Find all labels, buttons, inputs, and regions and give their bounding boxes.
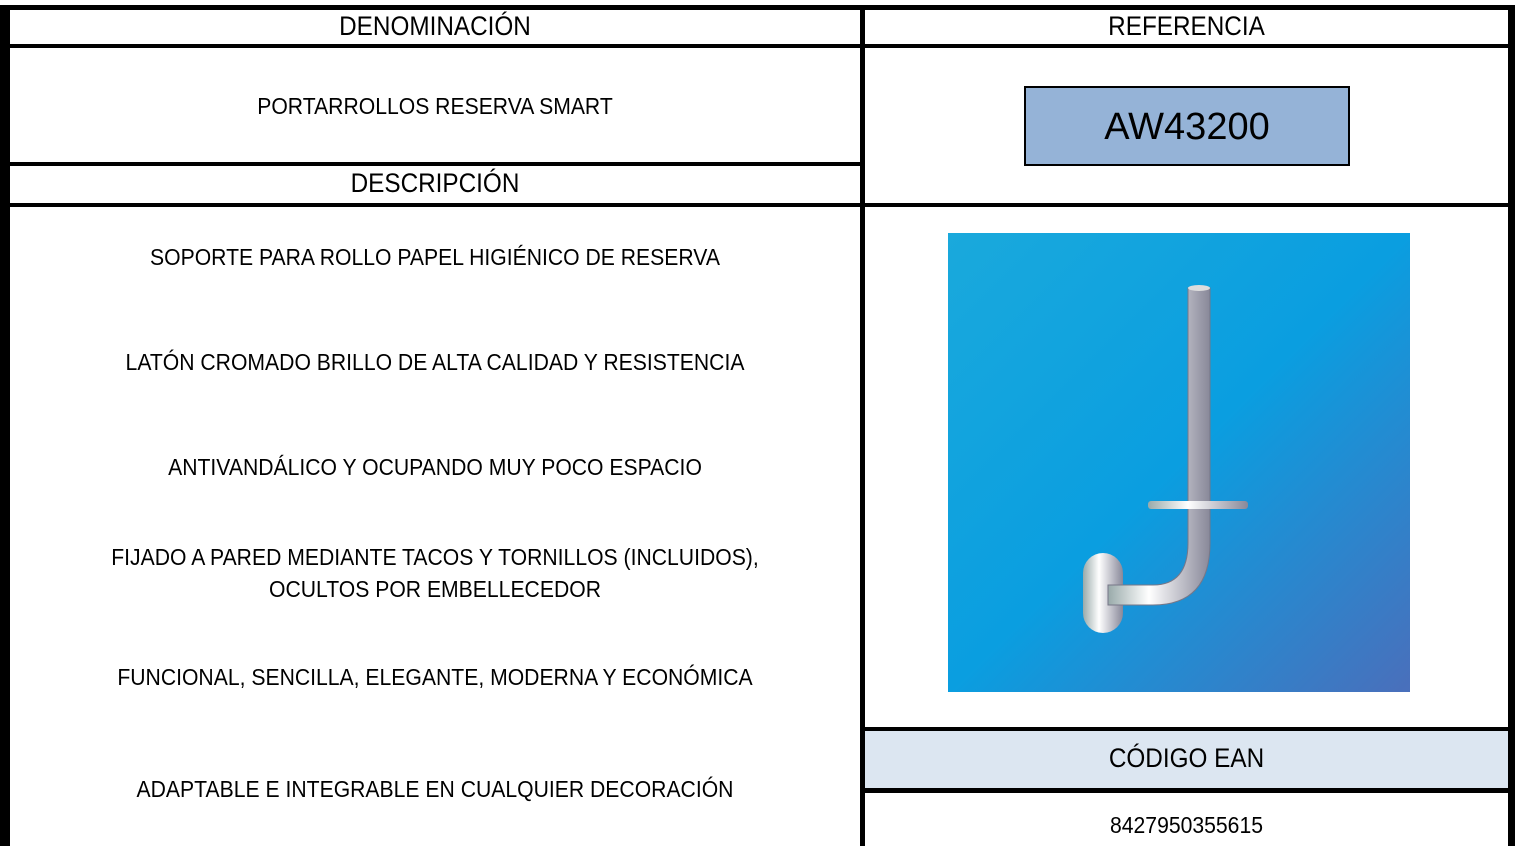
border [0, 5, 10, 846]
ean-header-bg [865, 731, 1508, 788]
header: CÓDIGO EAN [1108, 743, 1265, 773]
border [0, 5, 1515, 10]
product-image [948, 233, 1410, 692]
description-item: FIJADO A PARED MEDIANTE TACOS Y TORNILLO… [111, 544, 759, 570]
header: DENOMINACIÓN [339, 11, 531, 41]
header: REFERENCIA [1108, 11, 1265, 41]
reference-box: AW43200 [1024, 86, 1350, 166]
description-item: ANTIVANDÁLICO Y OCUPANDO MUY POCO ESPACI… [168, 454, 702, 480]
border [0, 44, 1515, 48]
border [1508, 5, 1515, 846]
description-item: LATÓN CROMADO BRILLO DE ALTA CALIDAD Y R… [125, 349, 745, 375]
border [860, 5, 865, 846]
description-item: FUNCIONAL, SENCILLA, ELEGANTE, MODERNA Y… [117, 664, 753, 690]
product-name: PORTARROLLOS RESERVA SMART [257, 93, 613, 119]
border [0, 203, 1515, 207]
description-item: OCULTOS POR EMBELLECEDOR [268, 576, 601, 602]
header: DESCRIPCIÓN [350, 168, 520, 198]
reference: AW43200 [1104, 106, 1270, 148]
description-item: SOPORTE PARA ROLLO PAPEL HIGIÉNICO DE RE… [150, 244, 720, 270]
description-item: ADAPTABLE E INTEGRABLE EN CUALQUIER DECO… [136, 776, 734, 802]
border [862, 788, 1512, 793]
border [862, 727, 1512, 731]
ean-code: 8427950355615 [1109, 812, 1263, 838]
border [0, 162, 862, 166]
